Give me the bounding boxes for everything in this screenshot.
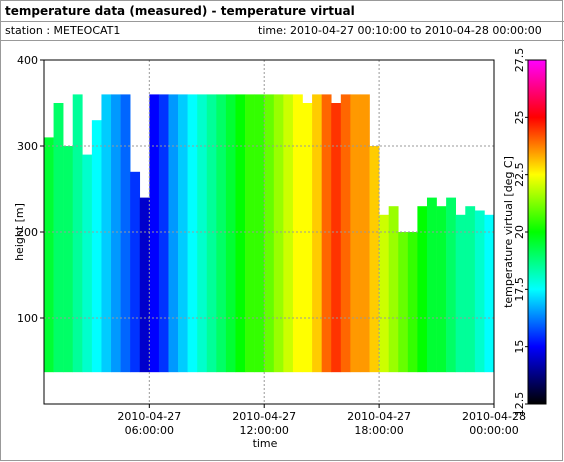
y-tick-label: 300 bbox=[17, 140, 38, 153]
y-axis-label: height [m] bbox=[13, 203, 26, 261]
cell-column bbox=[388, 206, 399, 373]
cell-column bbox=[321, 94, 332, 373]
cell-column bbox=[426, 197, 437, 373]
cell-column bbox=[235, 94, 246, 373]
colorbar-tick-label: 25 bbox=[513, 110, 526, 124]
cell-column bbox=[273, 94, 284, 373]
cell-column bbox=[312, 94, 322, 373]
cell-column bbox=[63, 146, 74, 373]
x-tick-label: 2010-04-27 12:00:00 bbox=[232, 410, 296, 437]
cell-column bbox=[91, 120, 102, 373]
cell-column bbox=[331, 103, 342, 373]
cell-column bbox=[82, 154, 93, 373]
cell-column bbox=[187, 94, 198, 373]
cell-column bbox=[44, 137, 54, 373]
colorbar-label: temperature virtual [deg C] bbox=[502, 156, 515, 308]
cell-column bbox=[398, 232, 409, 373]
x-tick-label: 2010-04-27 06:00:00 bbox=[117, 410, 181, 437]
x-axis-label: time bbox=[253, 437, 278, 450]
cell-column bbox=[455, 214, 466, 373]
cell-column bbox=[283, 94, 294, 373]
time-range: time: 2010-04-27 00:10:00 to 2010-04-28 … bbox=[258, 24, 542, 37]
cell-column bbox=[474, 210, 485, 373]
cell-column bbox=[158, 94, 169, 373]
colorbar-tick-label: 15 bbox=[513, 340, 526, 354]
cell-column bbox=[168, 94, 179, 373]
cell-column bbox=[72, 94, 83, 373]
cell-column bbox=[302, 103, 313, 373]
title: temperature data (measured) - temperatur… bbox=[5, 4, 355, 18]
cell-column bbox=[340, 94, 351, 373]
cell-column bbox=[197, 94, 208, 373]
y-tick-label: 400 bbox=[17, 54, 38, 67]
cell-column bbox=[436, 206, 447, 373]
station: station : METEOCAT1 bbox=[5, 24, 120, 37]
cell-column bbox=[111, 94, 121, 373]
cell-column bbox=[225, 94, 236, 373]
cell-column bbox=[178, 94, 188, 373]
colorbar bbox=[527, 59, 547, 405]
plot-frame bbox=[43, 59, 495, 405]
colorbar-tick-label: 27.5 bbox=[513, 48, 526, 73]
cell-column bbox=[206, 94, 217, 373]
cell-column bbox=[292, 94, 303, 373]
cell-column bbox=[53, 103, 64, 373]
y-tick-label: 100 bbox=[17, 312, 38, 325]
cell-column bbox=[465, 206, 476, 373]
y-tick-label: 200 bbox=[17, 226, 38, 239]
cell-column bbox=[139, 197, 150, 373]
cell-column bbox=[120, 94, 131, 373]
cell-column bbox=[216, 94, 227, 373]
cell-column bbox=[379, 214, 389, 373]
colorbar-tick-label: 22.5 bbox=[513, 162, 526, 187]
colorbar-tick-label: 20 bbox=[513, 225, 526, 239]
cell-column bbox=[484, 214, 495, 373]
x-tick-label: 2010-04-27 18:00:00 bbox=[347, 410, 411, 437]
cell-column bbox=[264, 94, 275, 373]
cell-column bbox=[407, 232, 418, 373]
cell-column bbox=[149, 94, 160, 373]
cell-column bbox=[130, 171, 141, 373]
x-tick-label: 2010-04-28 00:00:00 bbox=[462, 410, 526, 437]
cell-column bbox=[417, 206, 428, 373]
cell-column bbox=[359, 94, 370, 373]
cell-column bbox=[101, 94, 112, 373]
cell-column bbox=[254, 94, 265, 373]
colorbar-tick-label: 12.5 bbox=[513, 392, 526, 417]
cell-column bbox=[245, 94, 255, 373]
cell-column bbox=[350, 94, 361, 373]
cell-column bbox=[446, 197, 457, 373]
colorbar-tick-label: 17.5 bbox=[513, 277, 526, 302]
cell-column bbox=[369, 146, 380, 373]
